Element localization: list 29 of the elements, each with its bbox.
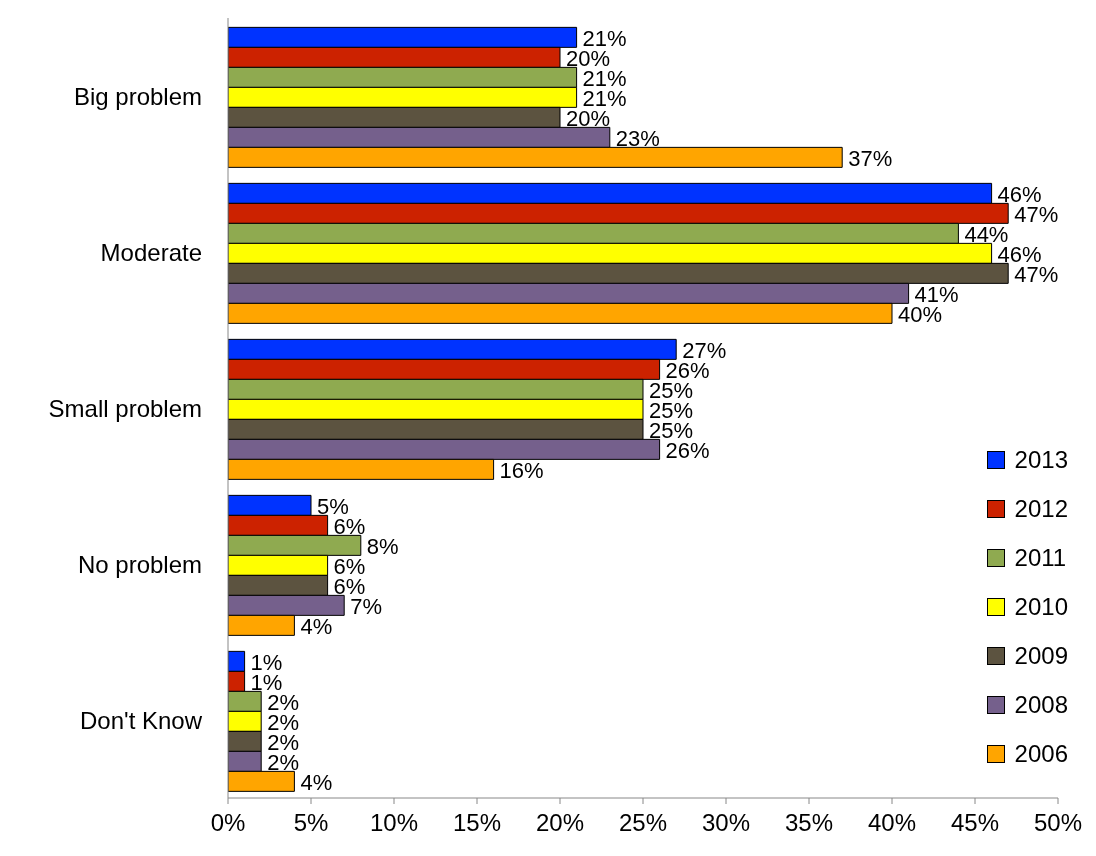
data-label: 8% bbox=[366, 534, 399, 560]
y-tick-label: Moderate bbox=[100, 238, 202, 266]
y-tick-label: No problem bbox=[77, 550, 202, 578]
x-tick-label: 15% bbox=[452, 809, 502, 837]
x-tick-label: 50% bbox=[1033, 809, 1083, 837]
x-tick-label: 35% bbox=[784, 809, 834, 837]
x-tick-label: 25% bbox=[618, 809, 668, 837]
y-tick-label: Big problem bbox=[73, 82, 202, 110]
x-tick-label: 30% bbox=[701, 809, 751, 837]
legend-label: 2011 bbox=[1014, 543, 1067, 572]
x-tick-label: 0% bbox=[210, 809, 246, 837]
data-label: 16% bbox=[499, 458, 544, 484]
legend-label: 2010 bbox=[1014, 592, 1068, 621]
legend-label: 2009 bbox=[1014, 641, 1068, 670]
data-label: 4% bbox=[300, 770, 333, 796]
y-tick-label: Don't Know bbox=[80, 706, 203, 734]
legend-label: 2006 bbox=[1014, 739, 1068, 768]
legend-label: 2012 bbox=[1014, 494, 1068, 523]
legend-label: 2008 bbox=[1014, 690, 1068, 719]
x-tick-label: 5% bbox=[293, 809, 329, 837]
x-tick-label: 40% bbox=[867, 809, 917, 837]
x-tick-label: 10% bbox=[369, 809, 419, 837]
data-label: 4% bbox=[300, 614, 333, 640]
x-tick-label: 45% bbox=[950, 809, 1000, 837]
data-label: 37% bbox=[848, 146, 893, 172]
x-tick-label: 20% bbox=[535, 809, 585, 837]
legend-label: 2013 bbox=[1014, 445, 1068, 474]
data-label: 23% bbox=[615, 126, 660, 152]
y-tick-label: Small problem bbox=[48, 394, 202, 422]
